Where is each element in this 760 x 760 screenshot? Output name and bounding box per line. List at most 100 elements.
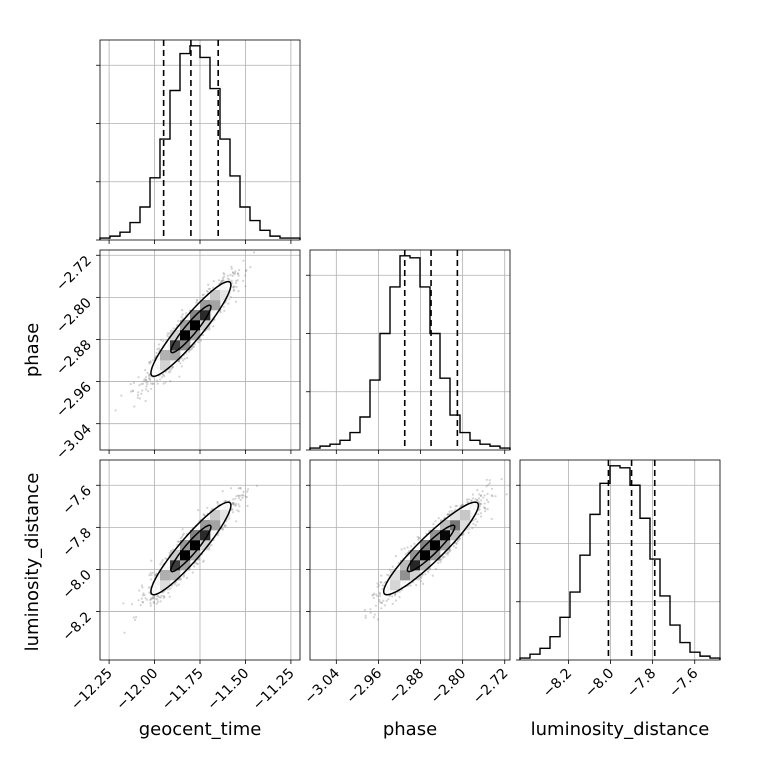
- scatter-point: [158, 596, 161, 599]
- scatter-point: [462, 533, 465, 536]
- scatter-point: [241, 496, 244, 500]
- scatter-point: [159, 563, 162, 566]
- scatter-point: [447, 513, 450, 516]
- scatter-point: [222, 279, 225, 282]
- scatter-point: [237, 272, 240, 275]
- scatter-point: [380, 601, 383, 604]
- scatter-point: [155, 597, 158, 601]
- scatter-point: [153, 602, 156, 605]
- scatter-point: [418, 537, 421, 540]
- density-block: [200, 310, 211, 321]
- scatter-point: [455, 542, 458, 545]
- x-tick-label-luminosity-distance-3: −7.6: [666, 665, 701, 700]
- scatter-point: [380, 607, 383, 610]
- density-block: [170, 570, 181, 581]
- scatter-point: [454, 546, 458, 549]
- scatter-point: [145, 381, 148, 384]
- scatter-point: [467, 498, 470, 501]
- scatter-point: [142, 382, 145, 385]
- scatter-point: [472, 522, 475, 525]
- scatter-point: [152, 596, 155, 600]
- scatter-point: [230, 267, 233, 270]
- contour-inner-phase-vs-luminosity-distance: [406, 524, 456, 573]
- density-block: [180, 540, 191, 551]
- scatter-point: [237, 274, 240, 277]
- scatter-point: [364, 614, 367, 617]
- density-block: [410, 560, 421, 571]
- scatter-point: [239, 494, 242, 497]
- scatter-point: [227, 302, 230, 305]
- scatter-point: [448, 550, 451, 553]
- scatter-point: [157, 343, 161, 346]
- scatter-point: [216, 534, 219, 537]
- scatter-point: [238, 497, 241, 500]
- scatter-point: [242, 490, 245, 494]
- scatter-point: [224, 524, 227, 527]
- density-block: [180, 340, 191, 351]
- density-block: [200, 300, 211, 311]
- scatter-point: [494, 495, 497, 498]
- density-blocks-geocent-time-vs-phase: [160, 290, 231, 371]
- y-tick-label-luminosity-distance-2: −7.8: [59, 525, 94, 560]
- scatter-point: [146, 371, 149, 375]
- scatter-point: [483, 506, 486, 509]
- scatter-point: [182, 359, 185, 362]
- scatter-point: [232, 503, 235, 506]
- scatter-point: [142, 592, 145, 595]
- scatter-point: [159, 596, 162, 599]
- scatter-point: [409, 584, 412, 587]
- scatter-point: [211, 507, 214, 510]
- scatter-point: [171, 366, 174, 369]
- scatter-point: [223, 275, 226, 278]
- density-block: [420, 560, 431, 571]
- scatter-point: [177, 540, 180, 544]
- scatter-point: [164, 557, 167, 560]
- scatter-point: [244, 270, 247, 273]
- scatter-point: [166, 334, 169, 337]
- scatter-point: [459, 505, 462, 508]
- density-block: [460, 510, 471, 521]
- contour-outer-geocent-time-vs-luminosity-distance: [150, 501, 232, 596]
- scatter-point: [397, 561, 400, 565]
- histogram-phase: [309, 255, 511, 450]
- contour-outer-phase-vs-luminosity-distance: [382, 501, 480, 596]
- density-block: [410, 570, 421, 581]
- scatter-point: [434, 520, 437, 523]
- scatter-point: [156, 595, 159, 598]
- scatter-point: [158, 347, 161, 350]
- x-tick-label-phase-0: −3.04: [301, 665, 343, 707]
- y-tick-label-phase-1: −2.96: [53, 379, 95, 421]
- scatter-point: [206, 289, 209, 293]
- scatter-point: [183, 357, 186, 360]
- scatter-point: [385, 599, 388, 602]
- scatter-point: [182, 532, 185, 535]
- scatter-point: [386, 573, 389, 576]
- scatter-point: [169, 380, 172, 383]
- scatter-point: [138, 397, 141, 400]
- density-block: [450, 520, 461, 531]
- scatter-point: [155, 572, 158, 575]
- scatter-point: [245, 496, 248, 499]
- scatter-point: [136, 396, 139, 399]
- scatter-point: [196, 562, 200, 566]
- density-block: [440, 520, 451, 531]
- scatter-point: [437, 517, 440, 520]
- scatter-point: [149, 571, 152, 575]
- scatter-point: [417, 538, 420, 541]
- scatter-point: [419, 576, 422, 580]
- scatter-point: [206, 506, 209, 509]
- scatter-point: [144, 399, 147, 403]
- scatter-point: [486, 508, 489, 511]
- scatter-point: [156, 382, 159, 385]
- scatter-point: [160, 594, 163, 597]
- scatter-point: [122, 602, 125, 605]
- scatter-point: [150, 387, 153, 390]
- scatter-point: [378, 600, 381, 604]
- scatter-point: [485, 498, 489, 501]
- density-block: [190, 550, 201, 561]
- scatter-point: [149, 382, 152, 385]
- density-block: [430, 540, 441, 551]
- scatter-point: [221, 279, 224, 282]
- scatter-point: [471, 527, 474, 530]
- scatter-panel-phase-vs-luminosity-distance: [309, 459, 511, 661]
